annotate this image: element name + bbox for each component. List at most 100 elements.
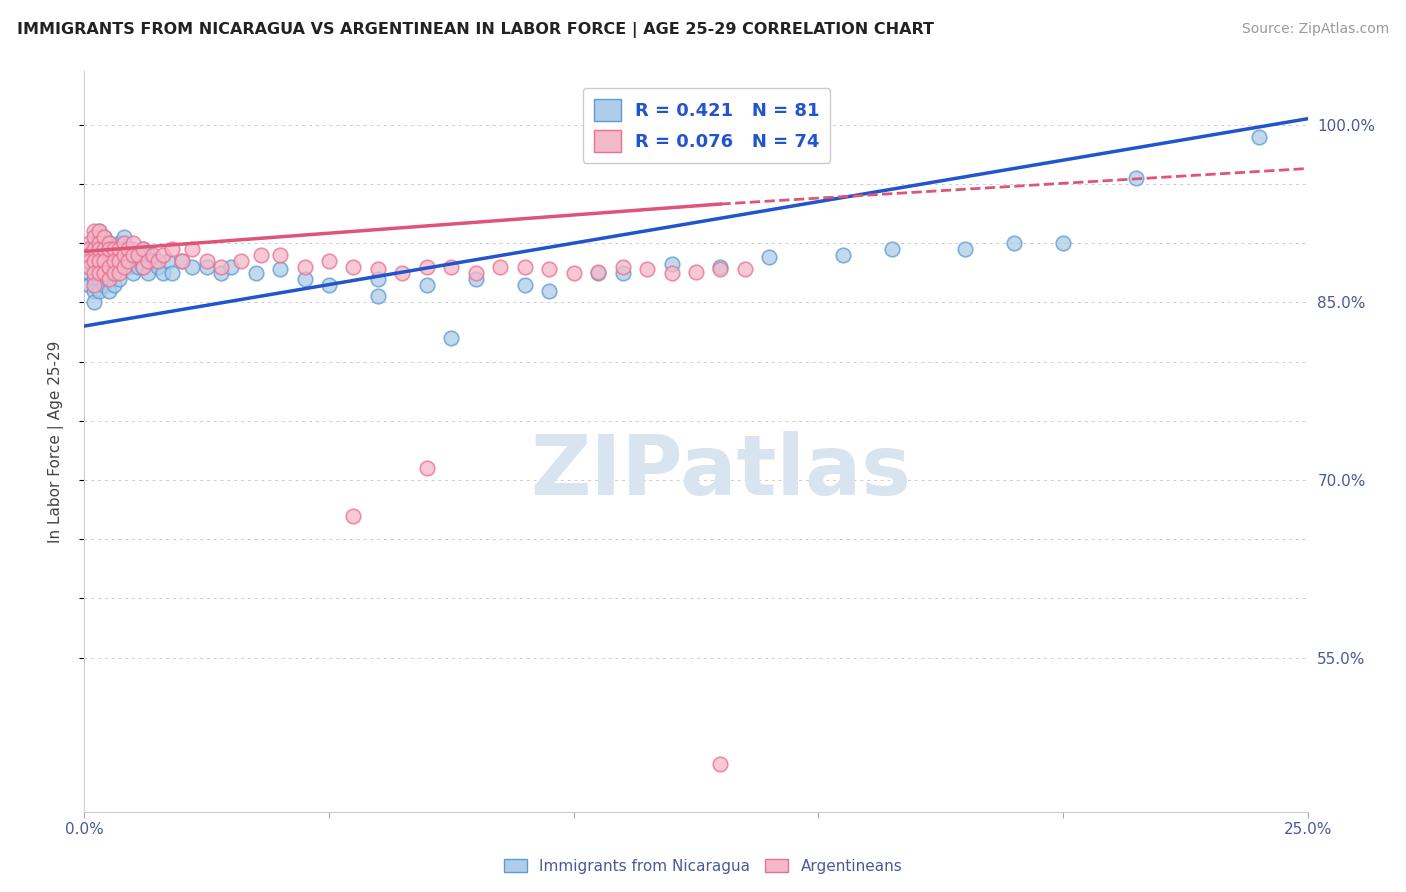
Point <box>709 757 731 772</box>
Point <box>209 260 232 274</box>
Point <box>83 230 105 244</box>
Point <box>391 266 413 280</box>
Point <box>367 262 389 277</box>
Point <box>122 242 145 256</box>
Point <box>103 266 125 280</box>
Point <box>83 236 105 251</box>
Point <box>83 242 105 256</box>
Point <box>87 224 110 238</box>
Point <box>342 508 364 523</box>
Point <box>709 260 731 274</box>
Point <box>77 277 100 292</box>
Point <box>77 253 100 268</box>
Point <box>87 266 110 280</box>
Point <box>1125 171 1147 186</box>
Point <box>249 248 271 262</box>
Point <box>294 271 316 285</box>
Point <box>181 242 204 256</box>
Point <box>122 253 145 268</box>
Point <box>112 236 135 251</box>
Point <box>107 271 129 285</box>
Point <box>1247 129 1270 144</box>
Point <box>831 248 853 262</box>
Point <box>83 224 105 238</box>
Point <box>97 236 120 251</box>
Point <box>318 277 340 292</box>
Point <box>97 236 120 251</box>
Point <box>122 236 145 251</box>
Point <box>112 248 135 262</box>
Point <box>209 266 232 280</box>
Point <box>107 236 129 251</box>
Point <box>77 242 100 256</box>
Point <box>77 253 100 268</box>
Point <box>195 253 218 268</box>
Point <box>107 248 129 262</box>
Point <box>709 262 731 277</box>
Point <box>112 230 135 244</box>
Point <box>97 271 120 285</box>
Point <box>93 230 115 244</box>
Point <box>132 242 155 256</box>
Point <box>112 260 135 274</box>
Point <box>146 253 169 268</box>
Point <box>103 266 125 280</box>
Point <box>136 266 159 280</box>
Point <box>636 262 658 277</box>
Point <box>367 271 389 285</box>
Point <box>107 242 129 256</box>
Point <box>83 266 105 280</box>
Point <box>538 262 561 277</box>
Point <box>93 253 115 268</box>
Point <box>538 284 561 298</box>
Point <box>142 248 165 262</box>
Point <box>93 230 115 244</box>
Point <box>87 260 110 274</box>
Point <box>103 253 125 268</box>
Point <box>77 260 100 274</box>
Point <box>87 236 110 251</box>
Point <box>586 266 609 280</box>
Point <box>440 260 463 274</box>
Point <box>132 260 155 274</box>
Point <box>117 248 139 262</box>
Point <box>93 253 115 268</box>
Point <box>172 253 194 268</box>
Point <box>734 262 756 277</box>
Point <box>294 260 316 274</box>
Point <box>661 266 683 280</box>
Point <box>83 295 105 310</box>
Point <box>142 253 165 268</box>
Text: ZIPatlas: ZIPatlas <box>530 431 911 512</box>
Point <box>77 266 100 280</box>
Point <box>162 242 184 256</box>
Point <box>367 289 389 303</box>
Point <box>103 242 125 256</box>
Point <box>87 271 110 285</box>
Point <box>77 236 100 251</box>
Point <box>152 248 174 262</box>
Point <box>162 266 184 280</box>
Point <box>87 224 110 238</box>
Text: IMMIGRANTS FROM NICARAGUA VS ARGENTINEAN IN LABOR FORCE | AGE 25-29 CORRELATION : IMMIGRANTS FROM NICARAGUA VS ARGENTINEAN… <box>17 22 934 38</box>
Point <box>87 242 110 256</box>
Point <box>245 266 267 280</box>
Point <box>132 260 155 274</box>
Point <box>97 242 120 256</box>
Point <box>93 277 115 292</box>
Point <box>156 253 179 268</box>
Point <box>136 253 159 268</box>
Point <box>83 271 105 285</box>
Point <box>97 260 120 274</box>
Point <box>127 260 149 274</box>
Point <box>152 266 174 280</box>
Point <box>416 277 439 292</box>
Point <box>93 266 115 280</box>
Point <box>416 461 439 475</box>
Legend: Immigrants from Nicaragua, Argentineans: Immigrants from Nicaragua, Argentineans <box>498 853 908 880</box>
Point <box>685 264 707 278</box>
Point <box>127 248 149 262</box>
Point <box>464 266 486 280</box>
Point <box>87 284 110 298</box>
Y-axis label: In Labor Force | Age 25-29: In Labor Force | Age 25-29 <box>48 341 63 542</box>
